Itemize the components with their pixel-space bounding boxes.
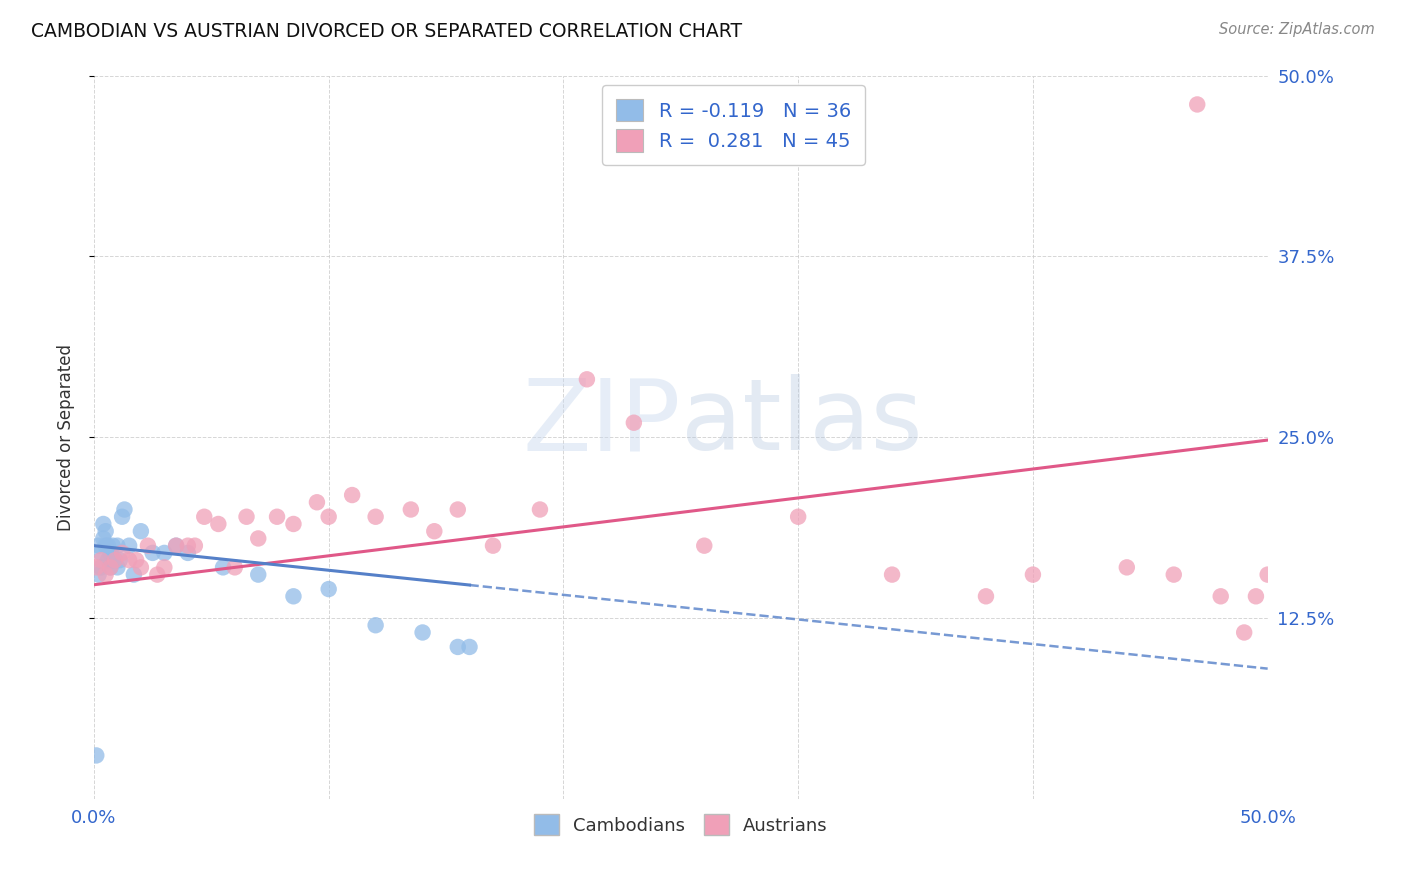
Point <box>787 509 810 524</box>
Point <box>184 539 207 553</box>
Point <box>90 553 112 567</box>
Point <box>108 553 131 567</box>
Point <box>224 560 246 574</box>
Point <box>91 532 114 546</box>
Point <box>142 546 165 560</box>
Point <box>114 502 136 516</box>
Point <box>1257 567 1279 582</box>
Point <box>207 516 229 531</box>
Point <box>235 509 257 524</box>
Point <box>318 582 340 596</box>
Point <box>1022 567 1045 582</box>
Point <box>177 546 200 560</box>
Point <box>84 748 107 763</box>
Point <box>177 539 200 553</box>
Point <box>1244 590 1267 604</box>
Point <box>97 539 120 553</box>
Point <box>529 502 551 516</box>
Point <box>423 524 446 539</box>
Point <box>283 590 305 604</box>
Point <box>623 416 645 430</box>
Point <box>87 539 110 553</box>
Point <box>412 625 434 640</box>
Point <box>118 553 141 567</box>
Point <box>693 539 716 553</box>
Point <box>129 524 152 539</box>
Point <box>118 539 141 553</box>
Point <box>84 560 107 574</box>
Point <box>447 640 470 654</box>
Point <box>247 567 270 582</box>
Point <box>193 509 215 524</box>
Point <box>880 567 903 582</box>
Text: atlas: atlas <box>681 375 922 471</box>
Point <box>125 553 148 567</box>
Point <box>212 560 235 574</box>
Legend: Cambodians, Austrians: Cambodians, Austrians <box>524 805 837 844</box>
Point <box>97 553 120 567</box>
Point <box>107 560 129 574</box>
Point <box>399 502 422 516</box>
Point <box>98 546 121 560</box>
Point <box>1163 567 1185 582</box>
Point <box>1187 97 1209 112</box>
Point <box>165 539 187 553</box>
Point <box>129 560 152 574</box>
Point <box>101 553 124 567</box>
Point <box>458 640 481 654</box>
Point <box>98 560 121 574</box>
Point <box>305 495 328 509</box>
Point <box>283 516 305 531</box>
Text: ZIP: ZIP <box>523 375 681 471</box>
Text: CAMBODIAN VS AUSTRIAN DIVORCED OR SEPARATED CORRELATION CHART: CAMBODIAN VS AUSTRIAN DIVORCED OR SEPARA… <box>31 22 742 41</box>
Point <box>1233 625 1256 640</box>
Y-axis label: Divorced or Separated: Divorced or Separated <box>58 343 75 531</box>
Point <box>1209 590 1232 604</box>
Point <box>104 553 127 567</box>
Point <box>94 567 117 582</box>
Point <box>94 539 117 553</box>
Point <box>153 560 176 574</box>
Point <box>98 560 121 574</box>
Point <box>91 516 114 531</box>
Point <box>90 546 112 560</box>
Point <box>153 546 176 560</box>
Point <box>447 502 470 516</box>
Point <box>104 553 127 567</box>
Point <box>122 567 145 582</box>
Point <box>340 488 363 502</box>
Point <box>364 618 387 632</box>
Point <box>111 546 134 560</box>
Point <box>1115 560 1137 574</box>
Point <box>94 524 117 539</box>
Point <box>575 372 598 386</box>
Point <box>87 567 110 582</box>
Point <box>90 560 112 574</box>
Point <box>266 509 288 524</box>
Point <box>146 567 169 582</box>
Point <box>364 509 387 524</box>
Point <box>974 590 997 604</box>
Text: Source: ZipAtlas.com: Source: ZipAtlas.com <box>1219 22 1375 37</box>
Point <box>165 539 187 553</box>
Point <box>101 539 124 553</box>
Point <box>107 539 129 553</box>
Point <box>482 539 505 553</box>
Point <box>136 539 159 553</box>
Point <box>111 509 134 524</box>
Point <box>247 532 270 546</box>
Point <box>318 509 340 524</box>
